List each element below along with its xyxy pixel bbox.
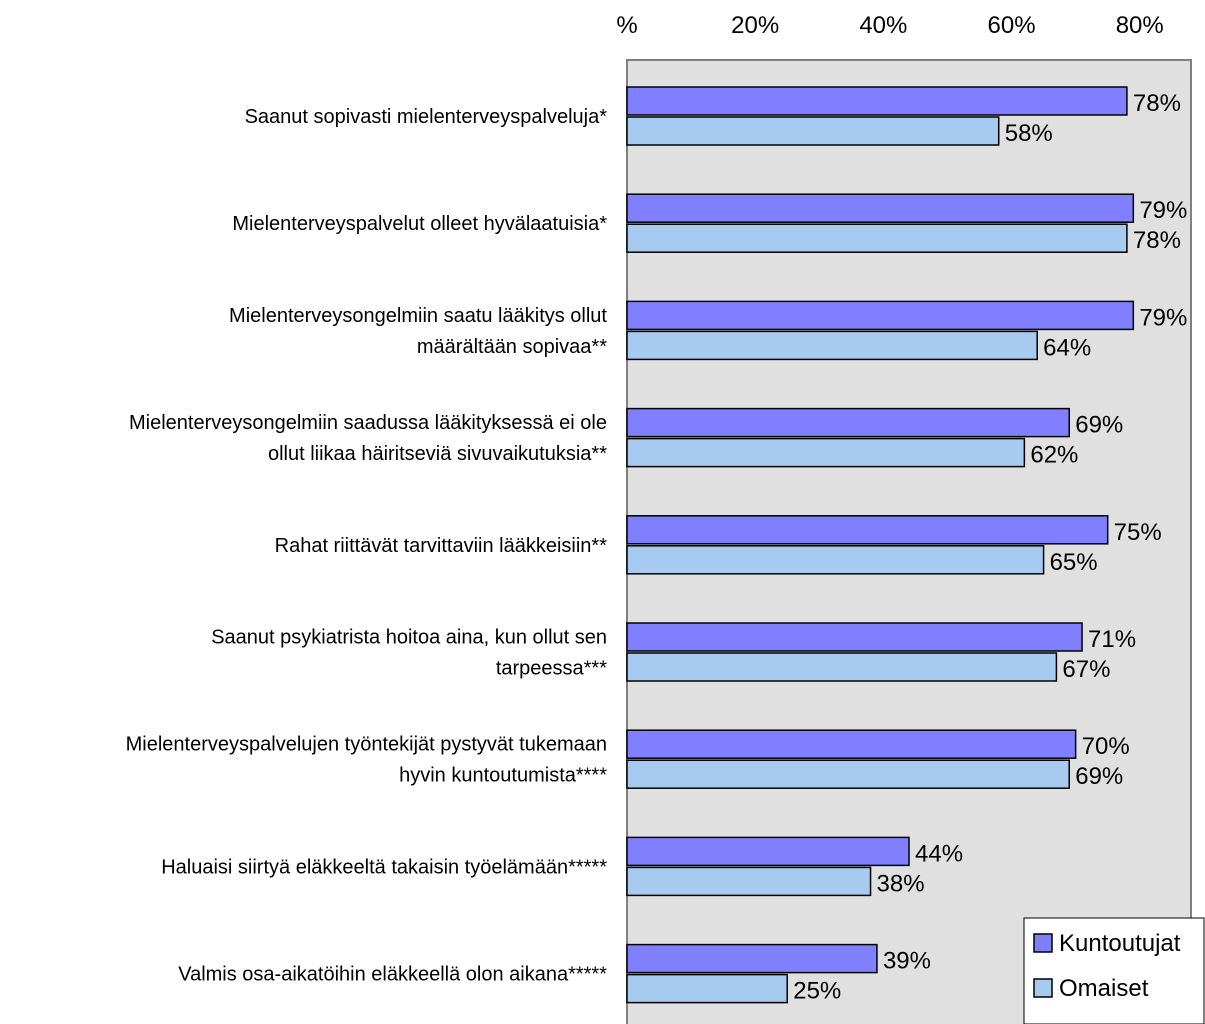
bar-kuntoutujat <box>626 86 1128 116</box>
bar-omaiset <box>626 973 788 1004</box>
category-label: määrältään sopivaa** <box>417 336 607 358</box>
data-label: 79% <box>1139 304 1187 331</box>
data-label: 58% <box>1005 120 1053 147</box>
data-label: 79% <box>1139 197 1187 224</box>
data-label: 25% <box>793 978 841 1005</box>
bar-omaiset <box>626 545 1045 575</box>
x-tick-label: 60% <box>988 12 1036 39</box>
bar-omaiset <box>626 330 1038 361</box>
bar-omaiset <box>626 116 1000 146</box>
data-label: 78% <box>1133 227 1181 254</box>
data-label: 64% <box>1043 334 1091 361</box>
bar-kuntoutujat <box>626 193 1135 223</box>
legend-label: Omaiset <box>1059 975 1149 1002</box>
category-label: Saanut psykiatrista hoitoa aina, kun oll… <box>211 627 607 649</box>
x-tick-label: % <box>616 12 637 39</box>
category-label: hyvin kuntoutumista**** <box>399 765 607 787</box>
legend-box <box>1023 917 1205 1024</box>
category-label: Mielenterveysongelmiin saatu lääkitys ol… <box>229 305 607 327</box>
category-labels: Saanut sopivasti mielenterveyspalveluja*… <box>126 106 608 986</box>
legend-swatch <box>1033 933 1053 953</box>
bar-omaiset <box>626 437 1026 468</box>
data-label: 38% <box>877 870 925 897</box>
category-label: Mielenterveysongelmiin saadussa lääkityk… <box>129 412 607 434</box>
data-label: 69% <box>1075 763 1123 790</box>
data-label: 69% <box>1075 412 1123 439</box>
data-label: 65% <box>1050 549 1098 576</box>
x-axis-ticks: % 20% 40% 60% 80% <box>616 12 1163 39</box>
data-label: 70% <box>1082 733 1130 760</box>
category-label: Mielenterveyspalvelut olleet hyvälaatuis… <box>232 213 607 235</box>
category-label: tarpeessa*** <box>496 658 607 680</box>
legend: Kuntoutujat Omaiset <box>1023 917 1205 1024</box>
bar-kuntoutujat <box>626 407 1070 438</box>
x-tick-label: 40% <box>859 12 907 39</box>
x-tick-label: 20% <box>731 12 779 39</box>
legend-swatch <box>1033 978 1053 998</box>
category-label: Haluaisi siirtyä eläkkeeltä takaisin työ… <box>161 856 607 878</box>
bar-kuntoutujat <box>626 836 910 867</box>
data-label: 78% <box>1133 90 1181 117</box>
bar-kuntoutujat <box>626 300 1135 331</box>
category-label: ollut liikaa häiritseviä sivuvaikutuksia… <box>268 443 607 465</box>
data-label: 62% <box>1030 442 1078 469</box>
category-label: Saanut sopivasti mielenterveyspalveluja* <box>245 106 608 128</box>
legend-label: Kuntoutujat <box>1059 930 1181 957</box>
category-label: Mielenterveyspalvelujen työntekijät pyst… <box>126 734 607 756</box>
category-label: Rahat riittävät tarvittaviin lääkkeisiin… <box>275 535 608 557</box>
data-label: 67% <box>1062 656 1110 683</box>
bar-kuntoutujat <box>626 729 1077 759</box>
data-label: 44% <box>915 840 963 867</box>
bar-kuntoutujat <box>626 943 878 974</box>
bar-kuntoutujat <box>626 622 1083 652</box>
bars <box>626 86 1135 1004</box>
category-label: Valmis osa-aikatöihin eläkkeellä olon ai… <box>178 964 607 986</box>
data-label: 71% <box>1088 626 1136 653</box>
bar-kuntoutujat <box>626 515 1109 545</box>
bar-omaiset <box>626 866 872 897</box>
bar-omaiset <box>626 652 1058 682</box>
x-tick-label: 80% <box>1116 12 1164 39</box>
data-label: 39% <box>883 948 931 975</box>
bar-omaiset <box>626 223 1128 253</box>
data-label: 75% <box>1114 519 1162 546</box>
data-labels: 78% 79% 79% 69% 75% 71% 70% 44% 39% 58% 78% 64% 62% 6… <box>793 90 1187 1005</box>
bar-omaiset <box>626 759 1070 789</box>
